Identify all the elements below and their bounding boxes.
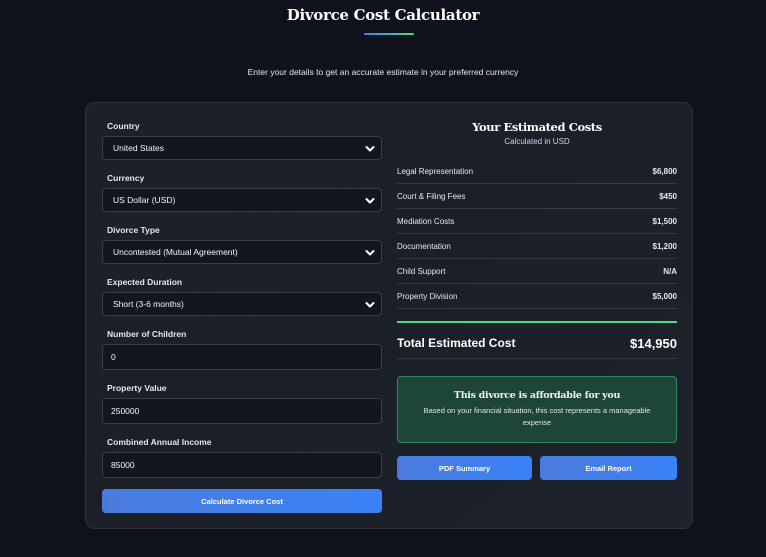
chevron-down-icon	[365, 302, 375, 308]
cost-label: Property Division	[397, 291, 458, 301]
page-subtitle: Enter your details to get an accurate es…	[247, 67, 519, 77]
income-input[interactable]: 85000	[102, 452, 382, 478]
cost-row: Mediation Costs $1,500	[397, 209, 677, 234]
results-title: Your Estimated Costs	[472, 120, 602, 134]
calculator-card: Country United States Currency US Dollar…	[85, 102, 693, 529]
children-label: Number of Children	[107, 329, 187, 339]
duration-select[interactable]: Short (3-6 months)	[102, 292, 382, 316]
property-value: 250000	[111, 406, 140, 416]
cost-row: Court & Filing Fees $450	[397, 184, 677, 209]
country-value: United States	[113, 143, 165, 153]
children-value: 0	[111, 352, 116, 362]
divorce-type-value: Uncontested (Mutual Agreement)	[113, 247, 238, 257]
duration-label: Expected Duration	[107, 277, 183, 287]
pdf-summary-button[interactable]: PDF Summary	[397, 456, 532, 480]
cost-value: $5,000	[652, 291, 677, 301]
children-input[interactable]: 0	[102, 344, 382, 370]
country-label: Country	[107, 121, 140, 131]
duration-value: Short (3-6 months)	[113, 299, 184, 309]
cost-value: $450	[659, 191, 677, 201]
cost-value: $1,200	[652, 241, 677, 251]
chevron-down-icon	[365, 146, 375, 152]
currency-value: US Dollar (USD)	[113, 195, 176, 205]
income-value: 85000	[111, 460, 135, 470]
page-title: Divorce Cost Calculator	[286, 6, 480, 24]
affordability-title: This divorce is affordable for you	[453, 390, 621, 401]
affordability-body: Based on your financial situation, this …	[423, 406, 651, 427]
cost-row: Property Division $5,000	[397, 284, 677, 309]
divorce-type-select[interactable]: Uncontested (Mutual Agreement)	[102, 240, 382, 264]
total-divider	[397, 321, 677, 323]
income-label: Combined Annual Income	[107, 437, 212, 447]
cost-label: Child Support	[397, 266, 446, 276]
country-select[interactable]: United States	[102, 136, 382, 160]
calculate-button[interactable]: Calculate Divorce Cost	[102, 489, 382, 513]
chevron-down-icon	[365, 250, 375, 256]
cost-label: Court & Filing Fees	[397, 191, 466, 201]
results-subtitle: Calculated in USD	[504, 137, 570, 146]
property-label: Property Value	[107, 383, 167, 393]
cost-label: Mediation Costs	[397, 216, 455, 226]
total-label: Total Estimated Cost	[397, 336, 516, 350]
chevron-down-icon	[365, 198, 375, 204]
cost-label: Legal Representation	[397, 166, 474, 176]
affordability-banner: This divorce is affordable for you Based…	[397, 376, 677, 443]
property-input[interactable]: 250000	[102, 398, 382, 424]
total-value: $14,950	[630, 335, 677, 351]
cost-value: $6,800	[652, 166, 677, 176]
cost-value: $1,500	[652, 216, 677, 226]
email-report-button[interactable]: Email Report	[540, 456, 677, 480]
cost-label: Documentation	[397, 241, 451, 251]
cost-row: Documentation $1,200	[397, 234, 677, 259]
title-underline	[364, 33, 414, 35]
currency-label: Currency	[107, 173, 145, 183]
cost-value: N/A	[663, 266, 677, 276]
divorce-type-label: Divorce Type	[107, 225, 160, 235]
cost-row: Child Support N/A	[397, 259, 677, 284]
cost-row: Legal Representation $6,800	[397, 159, 677, 184]
total-row: Total Estimated Cost $14,950	[397, 328, 677, 359]
currency-select[interactable]: US Dollar (USD)	[102, 188, 382, 212]
